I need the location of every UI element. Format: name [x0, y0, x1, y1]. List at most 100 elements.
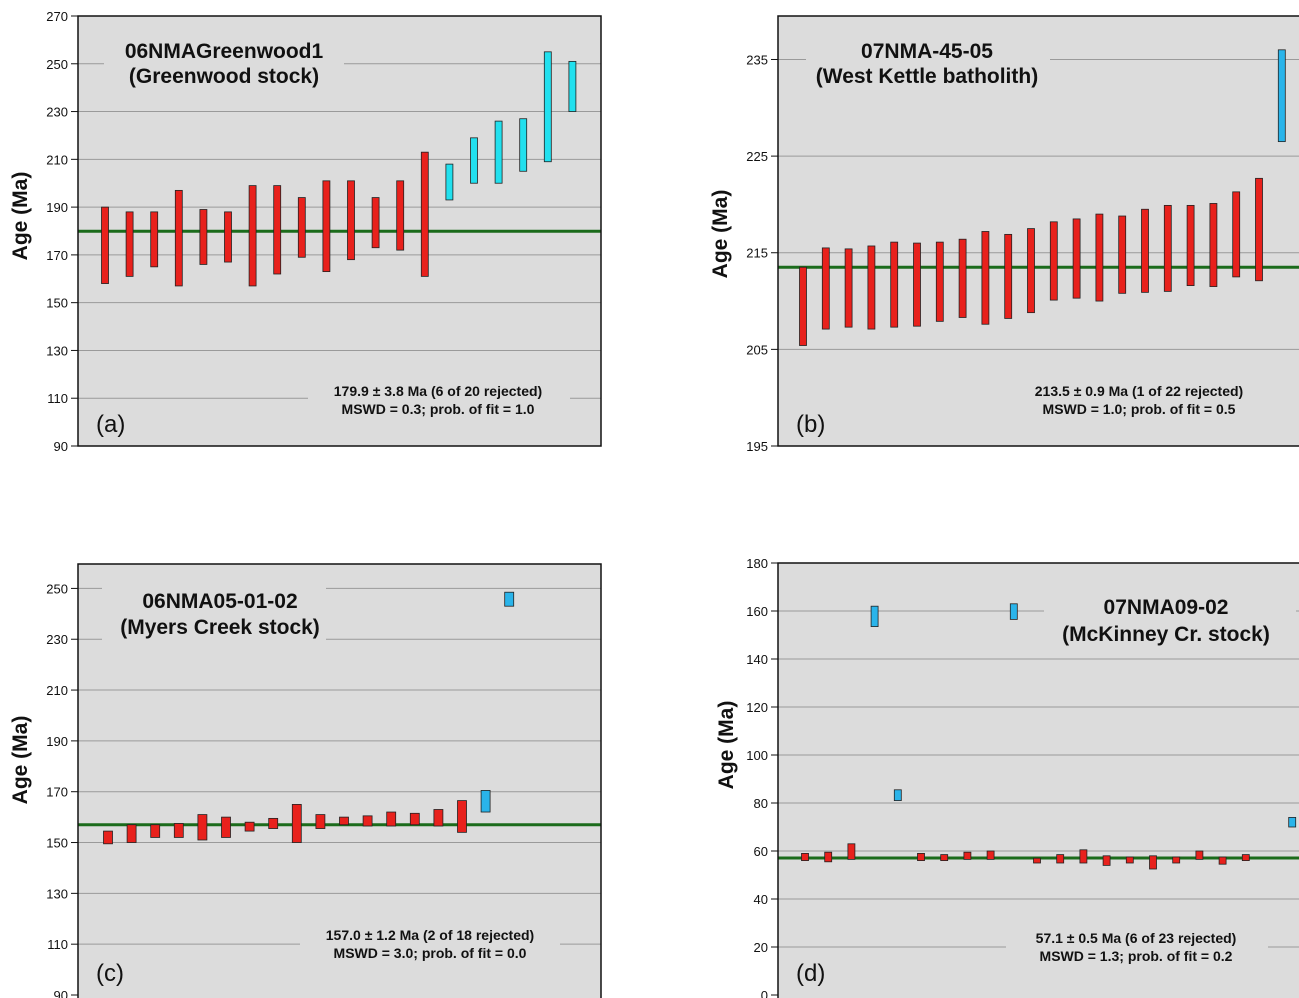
plot-frame	[777, 15, 1299, 447]
bars	[801, 603, 1297, 870]
panel-c: 90 110 130 150 170 190 210 230 250 06NMA05-01-02…	[9, 563, 602, 998]
accepted-age-bar	[940, 854, 949, 861]
annotation-backdrop	[1008, 380, 1270, 420]
y-tick-label: 0	[761, 988, 768, 998]
annotation-line2: MSWD = 3.0; prob. of fit = 0.0	[334, 945, 527, 961]
rejected-age-bar	[470, 137, 478, 184]
y-tick-label: 110	[47, 937, 68, 952]
chart-title-line1: 07NMA-45-05	[861, 40, 993, 63]
accepted-age-bar	[890, 241, 899, 328]
y-tick-label: 40	[754, 892, 768, 907]
annotation-line1: 179.9 ± 3.8 Ma (6 of 20 rejected)	[334, 383, 542, 399]
y-tick-label: 90	[54, 988, 68, 998]
accepted-age-bar	[1079, 849, 1088, 864]
accepted-age-bar	[1163, 204, 1172, 292]
accepted-age-bar	[847, 843, 856, 860]
accepted-age-bar	[420, 151, 429, 277]
accepted-age-bar	[1141, 208, 1149, 293]
accepted-age-bar	[981, 231, 990, 325]
y-ticks: 90 110 130 150 170 190 210 230 250 270	[46, 9, 78, 454]
y-tick-label: 170	[46, 248, 68, 263]
accepted-age-bar	[1049, 221, 1058, 301]
y-tick-label: 150	[46, 296, 68, 311]
accepted-age-bar	[1118, 215, 1127, 294]
accepted-age-bar	[1027, 228, 1035, 314]
y-ticks: 195 205 215 225 235	[746, 52, 778, 454]
bars	[799, 49, 1286, 346]
annotation-backdrop	[300, 922, 560, 962]
accepted-age-bar	[244, 821, 255, 832]
accepted-age-bar	[362, 815, 373, 827]
accepted-age-bar	[396, 180, 405, 251]
accepted-age-bar	[221, 816, 231, 838]
rejected-age-bar	[504, 591, 515, 607]
y-tick-label: 195	[746, 439, 768, 454]
accepted-age-bar	[173, 823, 184, 838]
accepted-age-bar	[457, 800, 467, 833]
accepted-age-bar	[322, 180, 331, 273]
accepted-age-bar	[867, 245, 876, 330]
accepted-age-bar	[824, 851, 833, 863]
panel-a: 90 110 130 150 170 190 210 230 250 270 06NMAGreen…	[9, 9, 602, 454]
rejected-age-bar	[568, 60, 577, 112]
panel-d: 0 20 40 60 80 100 120 140 160 180 07NMA09-02 (McK…	[715, 556, 1299, 998]
y-tick-label: 215	[746, 246, 768, 261]
accepted-age-bar	[409, 812, 420, 826]
accepted-age-bar	[1056, 854, 1065, 864]
accepted-age-bar	[986, 850, 995, 860]
accepted-age-bar	[1255, 177, 1263, 282]
accepted-age-bar	[1218, 856, 1227, 865]
y-tick-label: 230	[46, 105, 68, 120]
y-tick-label: 150	[46, 836, 68, 851]
y-ticks: 0 20 40 60 80 100 120 140 160 180	[746, 556, 778, 998]
annotation-backdrop	[308, 380, 570, 420]
chart-title-line2: (West Kettle batholith)	[816, 65, 1038, 88]
accepted-age-bar	[913, 242, 921, 327]
y-ticks: 90 110 130 150 170 190 210 230 250	[46, 581, 78, 998]
y-tick-label: 190	[46, 734, 68, 749]
accepted-age-bar	[1232, 191, 1241, 278]
chart-title-line1: 06NMA05-01-02	[142, 590, 297, 613]
annotation-line2: MSWD = 1.0; prob. of fit = 0.5	[1043, 401, 1236, 417]
rejected-age-bar	[519, 118, 528, 172]
chart-title-line2: (Myers Creek stock)	[120, 616, 320, 639]
grid	[778, 610, 1299, 948]
annotation-line2: MSWD = 1.3; prob. of fit = 0.2	[1040, 948, 1233, 964]
rejected-age-bar	[1277, 49, 1286, 143]
accepted-age-bar	[197, 814, 208, 841]
rejected-age-bar	[1009, 603, 1018, 620]
accepted-age-bar	[799, 266, 807, 346]
panel-label: (b)	[796, 411, 825, 438]
y-tick-label: 270	[46, 9, 68, 24]
accepted-age-bar	[844, 248, 853, 328]
title-backdrop	[1044, 584, 1296, 644]
accepted-age-bar	[1172, 856, 1181, 864]
chart-title-line1: 06NMAGreenwood1	[125, 40, 324, 63]
accepted-age-bar	[347, 180, 355, 261]
annotation-backdrop	[1006, 926, 1268, 966]
title-backdrop	[102, 584, 326, 644]
panel-label: (d)	[796, 960, 825, 987]
accepted-age-bar	[1125, 856, 1134, 864]
accepted-age-bar	[1209, 203, 1218, 287]
accepted-age-bar	[821, 247, 830, 330]
y-tick-label: 210	[46, 152, 68, 167]
y-axis-label: Age (Ma)	[715, 701, 738, 790]
plot-frame	[77, 563, 602, 998]
accepted-age-bar	[1195, 850, 1204, 860]
accepted-age-bar	[917, 853, 925, 862]
y-axis-label: Age (Ma)	[9, 716, 32, 805]
accepted-age-bar	[386, 811, 397, 827]
accepted-age-bar	[291, 804, 302, 843]
accepted-age-bar	[1072, 218, 1081, 299]
annotation-line1: 57.1 ± 0.5 Ma (6 of 23 rejected)	[1036, 930, 1237, 946]
accepted-age-bar	[935, 241, 944, 322]
plot-frame	[777, 562, 1299, 998]
accepted-age-bar	[101, 206, 109, 284]
rejected-age-bar	[543, 51, 552, 163]
accepted-age-bar	[958, 238, 967, 318]
rejected-age-bar	[1288, 817, 1297, 828]
accepted-age-bar	[339, 816, 349, 826]
accepted-age-bar	[224, 211, 232, 263]
